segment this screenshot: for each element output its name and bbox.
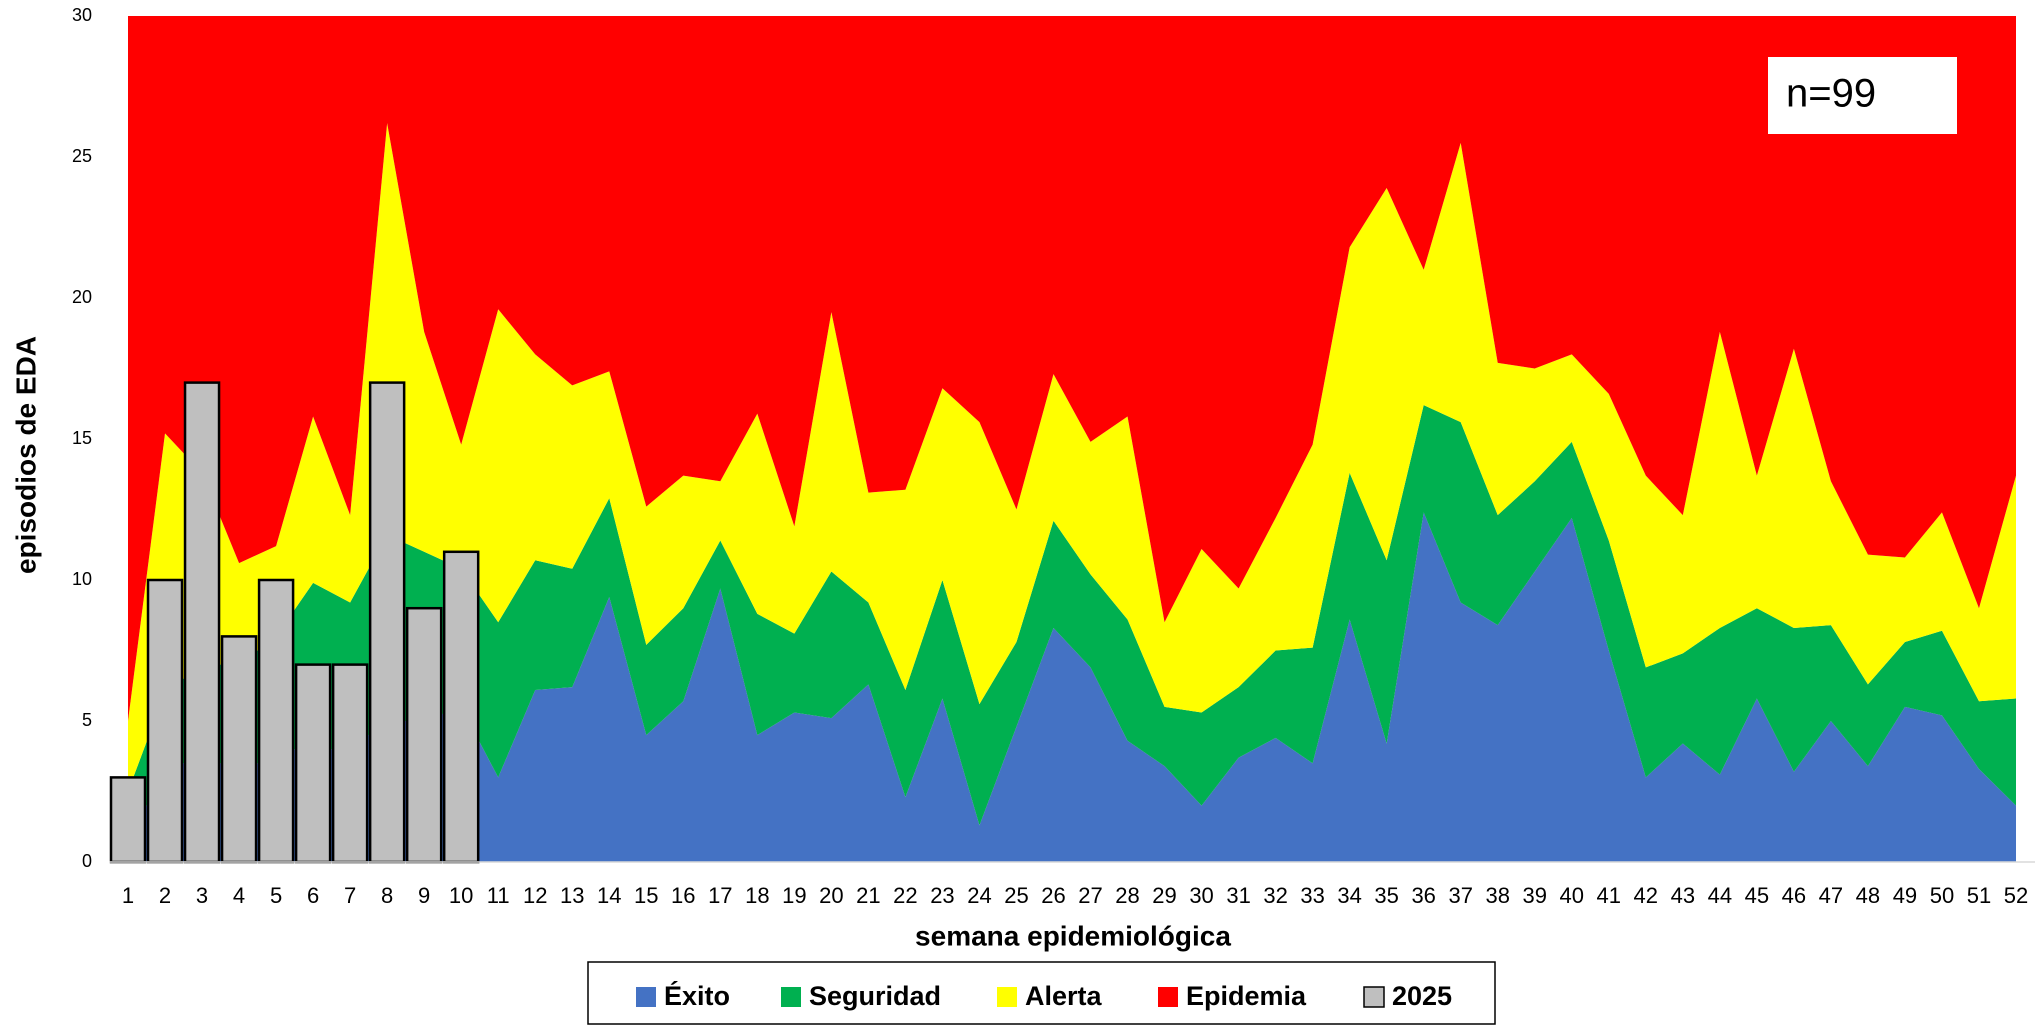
legend-swatch bbox=[1158, 987, 1178, 1007]
x-tick-label: 10 bbox=[449, 883, 473, 908]
x-tick-label: 37 bbox=[1448, 883, 1472, 908]
bar bbox=[146, 578, 184, 864]
x-tick-label: 9 bbox=[418, 883, 430, 908]
y-axis-title: episodios de EDA bbox=[10, 336, 41, 574]
bar bbox=[331, 663, 369, 864]
bar bbox=[442, 550, 480, 864]
x-tick-label: 50 bbox=[1930, 883, 1954, 908]
x-tick-label: 18 bbox=[745, 883, 769, 908]
legend-box bbox=[587, 961, 1496, 1025]
x-tick-label: 49 bbox=[1893, 883, 1917, 908]
bar bbox=[183, 381, 221, 864]
legend-label: Éxito bbox=[664, 980, 730, 1011]
x-tick-label: 17 bbox=[708, 883, 732, 908]
x-axis-title: semana epidemiológica bbox=[915, 920, 1231, 951]
x-tick-label: 22 bbox=[893, 883, 917, 908]
x-tick-label: 34 bbox=[1337, 883, 1361, 908]
x-tick-label: 41 bbox=[1597, 883, 1621, 908]
legend-swatch bbox=[781, 987, 801, 1007]
x-tick-label: 15 bbox=[634, 883, 658, 908]
x-tick-label: 38 bbox=[1485, 883, 1509, 908]
x-tick-label: 40 bbox=[1560, 883, 1584, 908]
annotation: n=99 bbox=[1786, 72, 1876, 116]
x-tick-label: 19 bbox=[782, 883, 806, 908]
x-tick-label: 35 bbox=[1374, 883, 1398, 908]
x-tick-label: 46 bbox=[1782, 883, 1806, 908]
area bbox=[128, 512, 2016, 862]
legend-label: Epidemia bbox=[1186, 981, 1307, 1011]
legend-swatch bbox=[997, 987, 1017, 1007]
x-tick-label: 52 bbox=[2004, 883, 2028, 908]
x-tick-label: 51 bbox=[1967, 883, 1991, 908]
y-tick-label: 5 bbox=[82, 710, 92, 730]
y-tick-label: 15 bbox=[72, 428, 92, 448]
x-tick-label: 39 bbox=[1523, 883, 1547, 908]
y-tick-label: 30 bbox=[72, 5, 92, 25]
x-tick-label: 5 bbox=[270, 883, 282, 908]
y-tick-label: 0 bbox=[82, 851, 92, 871]
area bbox=[128, 16, 2016, 721]
bar bbox=[109, 776, 147, 864]
x-tick-label: 36 bbox=[1411, 883, 1435, 908]
x-tick-label: 14 bbox=[597, 883, 621, 908]
legend-swatch bbox=[636, 987, 656, 1007]
x-tick-label: 48 bbox=[1856, 883, 1880, 908]
x-tick-label: 32 bbox=[1263, 883, 1287, 908]
legend-label: Seguridad bbox=[809, 981, 941, 1011]
bar bbox=[405, 606, 443, 864]
y-tick-label: 20 bbox=[72, 287, 92, 307]
area bbox=[128, 123, 2016, 792]
x-tick-label: 44 bbox=[1708, 883, 1732, 908]
y-tick-label: 10 bbox=[72, 569, 92, 589]
x-tick-label: 43 bbox=[1671, 883, 1695, 908]
bar bbox=[220, 635, 258, 864]
area bbox=[128, 405, 2016, 834]
x-tick-label: 21 bbox=[856, 883, 880, 908]
legend-label: Alerta bbox=[1025, 981, 1103, 1011]
y-tick-label: 25 bbox=[72, 146, 92, 166]
x-tick-label: 20 bbox=[819, 883, 843, 908]
bar bbox=[294, 663, 332, 864]
x-tick-label: 2 bbox=[159, 883, 171, 908]
x-tick-label: 26 bbox=[1041, 883, 1065, 908]
x-tick-label: 7 bbox=[344, 883, 356, 908]
x-tick-label: 8 bbox=[381, 883, 393, 908]
x-tick-label: 30 bbox=[1189, 883, 1213, 908]
annotation-box bbox=[1768, 57, 1957, 134]
bar bbox=[257, 578, 295, 864]
bar bbox=[368, 381, 406, 864]
x-tick-label: 4 bbox=[233, 883, 245, 908]
x-tick-label: 3 bbox=[196, 883, 208, 908]
x-tick-label: 6 bbox=[307, 883, 319, 908]
x-tick-label: 16 bbox=[671, 883, 695, 908]
x-tick-label: 27 bbox=[1078, 883, 1102, 908]
x-tick-label: 29 bbox=[1152, 883, 1176, 908]
legend-label: 2025 bbox=[1392, 981, 1452, 1011]
x-tick-label: 1 bbox=[122, 883, 134, 908]
x-tick-label: 25 bbox=[1004, 883, 1028, 908]
x-tick-label: 47 bbox=[1819, 883, 1843, 908]
legend-swatch bbox=[1363, 986, 1385, 1008]
x-tick-label: 23 bbox=[930, 883, 954, 908]
x-tick-label: 31 bbox=[1226, 883, 1250, 908]
x-tick-label: 11 bbox=[487, 883, 510, 908]
x-tick-label: 24 bbox=[967, 883, 991, 908]
x-tick-label: 12 bbox=[523, 883, 547, 908]
x-tick-label: 42 bbox=[1634, 883, 1658, 908]
x-tick-label: 45 bbox=[1745, 883, 1769, 908]
x-tick-label: 13 bbox=[560, 883, 584, 908]
x-tick-label: 33 bbox=[1300, 883, 1324, 908]
x-tick-label: 28 bbox=[1115, 883, 1139, 908]
